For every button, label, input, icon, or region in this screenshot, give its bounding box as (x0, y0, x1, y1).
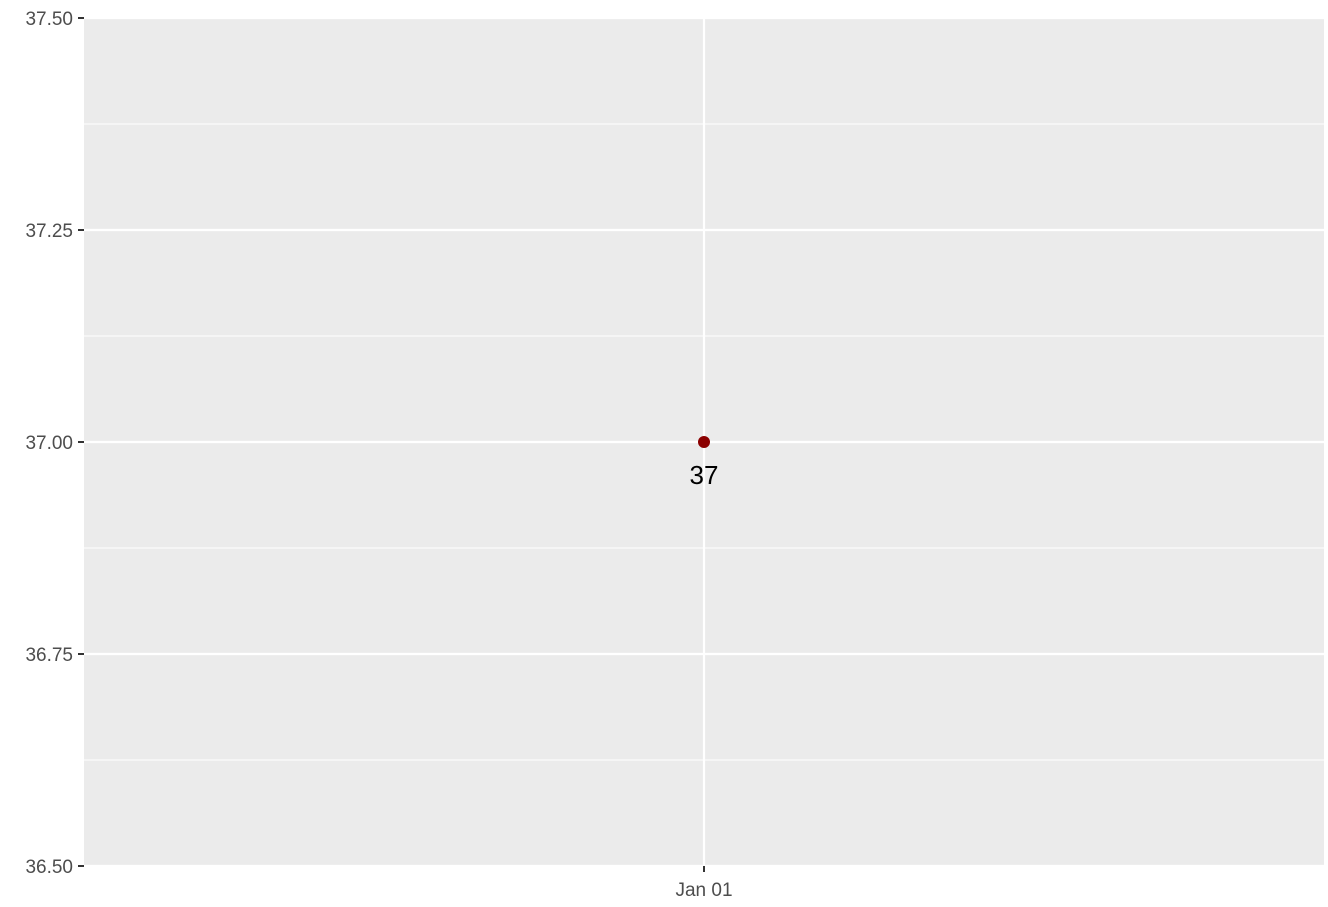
y-tick-label: 36.50 (25, 857, 73, 878)
y-tick-label: 37.25 (25, 221, 73, 242)
y-tick-label: 37.00 (25, 433, 73, 454)
data-point-label: 37 (690, 460, 719, 490)
y-tick-label: 37.50 (25, 9, 73, 30)
y-tick-label: 36.75 (25, 645, 73, 666)
y-axis: 36.50 36.75 37.00 37.25 37.50 (25, 9, 84, 878)
data-point (698, 436, 710, 448)
x-axis: Jan 01 (675, 866, 733, 901)
data-points: 37 (690, 436, 719, 490)
x-tick-label: Jan 01 (675, 880, 732, 901)
